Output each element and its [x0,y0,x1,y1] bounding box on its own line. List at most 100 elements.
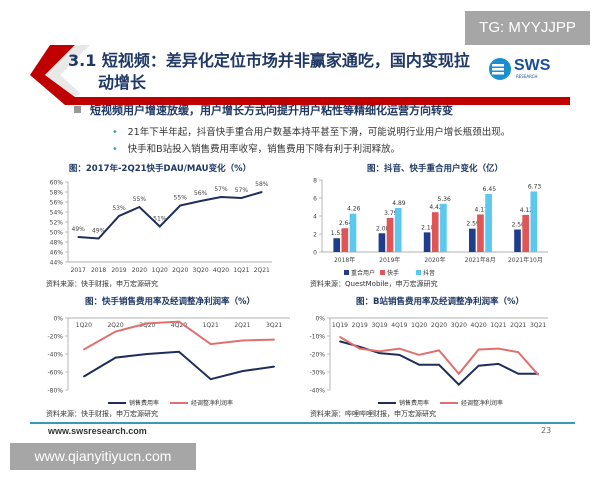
data-point [339,336,341,338]
series-line [339,340,539,386]
data-point [398,347,401,350]
logo-subtext: RESEARCH [516,74,538,79]
title-line-1: 3.1 短视频：差异化定位市场并非赢家通吃，国内变现拉 [68,51,470,70]
data-label: 4.12 [520,207,534,214]
data-point [146,322,149,325]
x-tick-label: 1Q20 [411,322,427,329]
x-tick-label: 3Q20 [193,267,209,274]
data-label: 4.17 [475,206,489,213]
chart-source: 资料来源：哔哩哔哩财报，申万宏源研究 [310,409,436,418]
x-tick-label: 1Q21 [233,267,249,274]
bar [378,233,386,252]
sws-logo: SWS RESEARCH [488,57,558,83]
data-point [418,354,420,356]
sws-logo-icon [489,58,511,80]
x-tick-label: 2Q20 [431,322,447,329]
data-point [517,373,520,375]
y-tick-label: -40% [309,388,325,395]
data-point [241,370,244,372]
data-point [220,196,222,198]
watermark-top: TG: MYYJJPP [465,11,590,45]
y-tick-label: 2 [313,232,317,239]
data-point [378,352,381,354]
data-point [240,197,243,199]
bullet-text: 快手和B站投入销售费用率收窄，销售费用下降有利于利润释放。 [127,144,401,155]
bullet-1: • 21年下半年起，抖音快手重合用户数基本持平甚至下滑，可能说明行业用户增长瓶颈出… [112,124,510,138]
data-point [378,350,381,353]
page-number: 23 [541,426,552,435]
x-tick-label: 3Q20 [451,322,467,329]
legend-label: 销售费用率 [399,399,429,407]
data-point [83,348,85,351]
data-point [209,378,212,381]
data-label: 55% [174,195,188,202]
bar [333,238,341,252]
data-label: 4.42 [429,204,443,211]
data-point [438,364,440,366]
bar [440,203,447,252]
series-line [83,350,275,381]
bar [386,217,394,252]
watermark-bottom: www.qianyitiyucn.com [10,443,196,470]
legend-swatch [416,270,421,275]
legend-label: 快手 [387,269,399,277]
square-bullet-icon [74,106,81,113]
bar [431,212,439,252]
data-point [477,348,480,351]
x-tick-label: 4Q20 [213,267,229,274]
x-tick-label: 2Q20 [172,267,188,274]
bar [394,207,402,252]
y-tick-label: -20% [47,334,63,341]
chart-title: 图：抖音、快手重合用户变化（亿） [367,163,503,174]
data-label: 2.18 [421,224,435,231]
y-tick-label: 4 [313,214,317,221]
legend-swatch [344,270,349,275]
data-point [178,350,180,353]
x-tick-label: 2019 [111,267,126,274]
x-tick-label: 2017 [71,267,86,274]
data-point [418,364,420,366]
data-label: 56% [194,190,208,197]
data-point [83,375,85,378]
page-title: 3.1 短视频：差异化定位市场并非赢家通吃，国内变现拉 动增长 [68,50,488,94]
y-tick-label: 0% [53,316,63,323]
legend-label: 抖音 [423,269,435,277]
legend-swatch [380,270,385,275]
data-label: 3.79 [384,210,398,217]
data-label: 55% [133,196,147,203]
bar [341,228,349,252]
y-tick-label: -60% [47,370,63,377]
data-point [517,351,520,354]
y-tick-label: 52% [50,220,64,227]
chart-title: 图：快手销售费用率及经调整净利润率（%） [85,296,255,307]
data-label: 4.89 [392,200,406,207]
data-label: 49% [72,226,86,233]
x-tick-label: 2021年10月 [508,256,543,264]
data-point [178,320,180,323]
chart-4: 图：B站销售费用率及经调整净利润率（%） 资料来源：哔哩哔哩财报，申万宏源研究 -4… [309,296,548,418]
y-tick-label: 56% [50,200,64,207]
x-tick-label: 4Q19 [391,322,407,329]
x-tick-label: 2021年8月 [465,256,496,264]
y-tick-label: 46% [50,250,64,257]
x-tick-label: 4Q20 [471,322,487,329]
data-label: 2.64 [339,220,353,227]
x-tick-label: 2Q21 [254,267,270,274]
x-tick-label: 2Q19 [352,322,368,329]
bar [485,193,492,252]
data-label: 53% [112,205,126,212]
x-tick-label: 1Q20 [152,267,168,274]
chart-title: 图：B站销售费用率及经调整净利润率（%） [356,296,524,307]
title-line-2: 动增长 [98,73,147,92]
chart-source: 资料来源：QuestMobile，申万宏源研究 [310,279,438,288]
data-point [273,338,275,341]
data-label: 6.73 [528,183,542,190]
y-tick-label: -30% [309,370,325,377]
data-point [241,339,244,342]
footer-url[interactable]: www.swsresearch.com [48,426,147,436]
x-tick-label: 3Q20 [139,322,155,329]
footer-divider [30,422,575,424]
y-tick-label: 0% [315,316,325,323]
x-tick-label: 3Q21 [266,322,282,329]
